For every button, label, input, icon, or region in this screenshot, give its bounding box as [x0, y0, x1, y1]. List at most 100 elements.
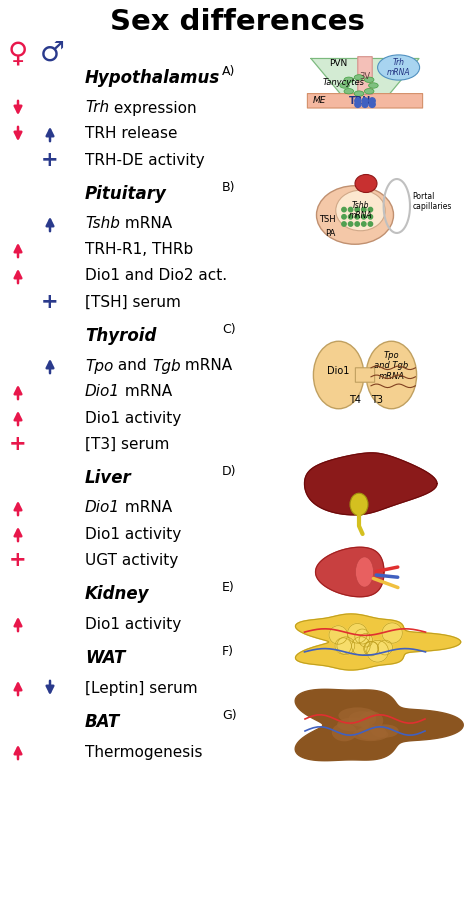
- Circle shape: [347, 623, 367, 643]
- Text: Tshb
mRNA: Tshb mRNA: [349, 201, 372, 220]
- Ellipse shape: [336, 190, 385, 231]
- Text: Dio1: Dio1: [328, 366, 350, 376]
- Polygon shape: [295, 689, 463, 761]
- Circle shape: [342, 222, 346, 227]
- Circle shape: [348, 207, 353, 212]
- Text: Thyroid: Thyroid: [85, 327, 156, 345]
- Ellipse shape: [348, 711, 376, 727]
- Text: PA: PA: [326, 228, 336, 238]
- Text: +: +: [41, 150, 59, 170]
- Text: Liver: Liver: [85, 469, 132, 487]
- Text: TRH-DE activity: TRH-DE activity: [85, 153, 205, 167]
- Circle shape: [337, 637, 355, 654]
- Text: Hypothalamus: Hypothalamus: [85, 69, 220, 87]
- Circle shape: [362, 222, 366, 227]
- Circle shape: [365, 642, 378, 655]
- Ellipse shape: [371, 724, 399, 738]
- Text: Dio1: Dio1: [85, 385, 120, 399]
- Polygon shape: [295, 614, 461, 670]
- Circle shape: [364, 642, 378, 656]
- Text: G): G): [222, 709, 237, 722]
- Text: B): B): [222, 180, 236, 194]
- Text: Dio1 activity: Dio1 activity: [85, 616, 181, 632]
- Ellipse shape: [344, 88, 354, 94]
- Text: A): A): [222, 65, 236, 77]
- Circle shape: [348, 222, 353, 227]
- Text: +: +: [9, 434, 27, 454]
- Circle shape: [355, 215, 359, 219]
- FancyBboxPatch shape: [356, 368, 374, 382]
- Text: 3V: 3V: [359, 72, 371, 81]
- Ellipse shape: [337, 717, 369, 732]
- Text: +: +: [9, 550, 27, 570]
- Circle shape: [355, 629, 370, 644]
- Ellipse shape: [357, 725, 386, 740]
- Text: [T3] serum: [T3] serum: [85, 437, 169, 451]
- Polygon shape: [311, 58, 419, 95]
- Ellipse shape: [354, 91, 364, 96]
- Text: Tanycytes: Tanycytes: [322, 78, 365, 87]
- Text: mRNA: mRNA: [120, 385, 172, 399]
- Text: TRH: TRH: [349, 96, 372, 106]
- Circle shape: [368, 222, 373, 227]
- Circle shape: [368, 207, 373, 212]
- Circle shape: [348, 215, 353, 219]
- Text: Dio1: Dio1: [85, 501, 120, 515]
- Text: ♀: ♀: [8, 39, 28, 67]
- Text: Tshb: Tshb: [85, 217, 120, 231]
- Text: Portal
capillaries: Portal capillaries: [412, 192, 452, 211]
- Ellipse shape: [340, 83, 349, 88]
- Circle shape: [362, 101, 368, 107]
- Text: C): C): [222, 322, 236, 336]
- Text: Thermogenesis: Thermogenesis: [85, 744, 202, 760]
- Circle shape: [355, 207, 359, 212]
- Ellipse shape: [353, 728, 388, 741]
- Circle shape: [355, 97, 361, 104]
- Circle shape: [352, 637, 370, 655]
- Circle shape: [355, 222, 359, 227]
- Text: TRH release: TRH release: [85, 126, 177, 141]
- Circle shape: [342, 215, 346, 219]
- Circle shape: [342, 207, 346, 212]
- Text: Sex differences: Sex differences: [109, 8, 365, 36]
- Text: TRH-R1, THRb: TRH-R1, THRb: [85, 242, 193, 258]
- Text: expression: expression: [109, 100, 197, 116]
- Text: BAT: BAT: [85, 713, 120, 731]
- Text: Trh
mRNA: Trh mRNA: [387, 58, 410, 77]
- Text: E): E): [222, 581, 235, 593]
- Polygon shape: [304, 453, 437, 515]
- Circle shape: [359, 633, 373, 647]
- Text: mRNA: mRNA: [120, 501, 172, 515]
- Ellipse shape: [378, 55, 419, 80]
- Ellipse shape: [366, 341, 417, 409]
- Ellipse shape: [332, 723, 357, 742]
- Ellipse shape: [350, 493, 368, 516]
- Text: D): D): [222, 464, 237, 478]
- Text: +: +: [41, 292, 59, 312]
- Ellipse shape: [365, 88, 374, 94]
- Text: WAT: WAT: [85, 649, 126, 667]
- FancyBboxPatch shape: [308, 94, 423, 108]
- Circle shape: [362, 207, 366, 212]
- Text: Tpo
and Tgb
mRNA: Tpo and Tgb mRNA: [374, 351, 409, 381]
- Text: Tgb: Tgb: [152, 359, 181, 373]
- Circle shape: [362, 97, 368, 104]
- Circle shape: [378, 640, 392, 655]
- Ellipse shape: [369, 83, 378, 88]
- FancyBboxPatch shape: [358, 56, 372, 95]
- Ellipse shape: [344, 77, 354, 83]
- Text: F): F): [222, 644, 234, 658]
- Text: ME: ME: [313, 96, 326, 106]
- Text: Tpo: Tpo: [85, 359, 113, 373]
- Text: Pituitary: Pituitary: [85, 185, 167, 203]
- Circle shape: [367, 641, 389, 662]
- Circle shape: [369, 97, 375, 104]
- Circle shape: [335, 638, 351, 654]
- Circle shape: [369, 101, 375, 107]
- Circle shape: [368, 215, 373, 219]
- Text: Trh: Trh: [85, 100, 109, 116]
- Ellipse shape: [355, 175, 377, 193]
- Ellipse shape: [365, 77, 374, 83]
- Ellipse shape: [338, 707, 376, 723]
- Polygon shape: [316, 547, 384, 597]
